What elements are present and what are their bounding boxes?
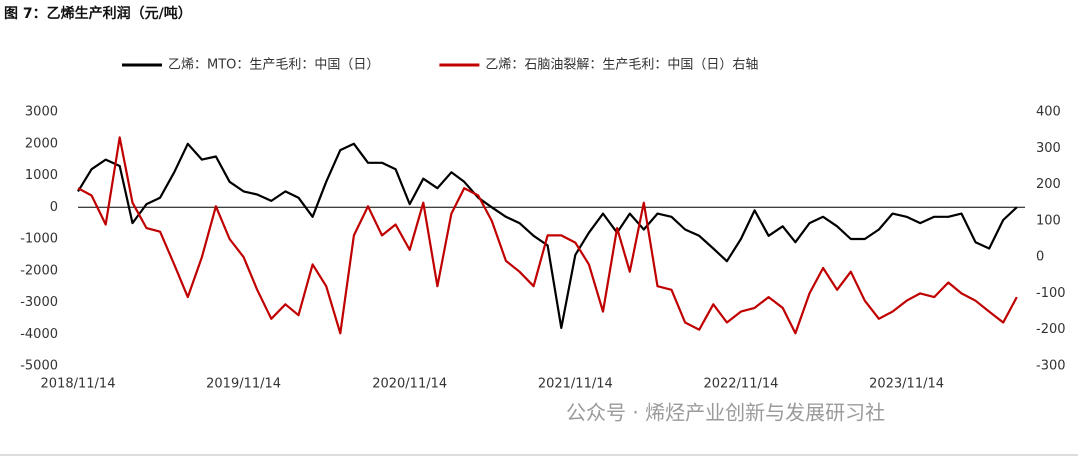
y2-tick-label: -200 [1036,322,1066,337]
y2-tick-label: 300 [1036,141,1061,156]
chart-title: 图 7：乙烯生产利润（元/吨） [4,5,192,22]
y-tick-label: 3000 [25,105,58,120]
y-tick-label: 2000 [25,136,58,151]
legend-label: 乙烯：MTO：生产毛利：中国（日） [168,58,379,73]
x-tick-label: 2020/11/14 [372,377,447,392]
y-tick-label: 1000 [25,168,58,183]
y2-tick-label: -300 [1036,359,1066,374]
legend-label: 乙烯：石脑油裂解：生产毛利：中国（日）右轴 [485,58,758,73]
y2-tick-label: 0 [1036,250,1044,265]
x-tick-label: 2023/11/14 [869,377,944,392]
x-tick-label: 2019/11/14 [206,377,281,392]
x-tick-label: 2022/11/14 [703,377,778,392]
y-tick-label: -3000 [20,295,58,310]
x-tick-label: 2018/11/14 [41,377,116,392]
y2-tick-label: 200 [1036,177,1061,192]
y-tick-label: 0 [50,200,58,215]
y-tick-label: -5000 [20,359,58,374]
y2-tick-label: 400 [1036,105,1061,120]
y-tick-label: -1000 [20,232,58,247]
y-tick-label: -2000 [20,263,58,278]
watermark: 公众号 · 烯烃产业创新与发展研习社 [566,401,885,425]
y-tick-label: -4000 [20,327,58,342]
series-line [77,142,1018,329]
y2-tick-label: 100 [1036,213,1061,228]
y2-tick-label: -100 [1036,286,1066,301]
x-tick-label: 2021/11/14 [538,377,613,392]
series-line [77,136,1018,335]
